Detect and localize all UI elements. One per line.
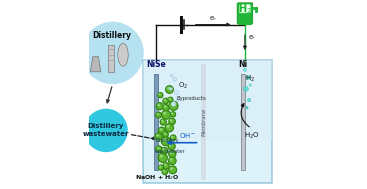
Circle shape [169, 98, 170, 99]
Circle shape [170, 152, 172, 153]
Circle shape [168, 157, 176, 164]
Circle shape [172, 136, 173, 137]
Circle shape [157, 147, 159, 149]
Polygon shape [90, 57, 101, 72]
Bar [143, 60, 272, 140]
Circle shape [158, 104, 159, 106]
Circle shape [169, 101, 178, 110]
Text: wastewater: wastewater [83, 131, 129, 137]
Circle shape [164, 106, 166, 107]
Text: Byproducts: Byproducts [177, 96, 206, 101]
Bar [109, 45, 114, 72]
Circle shape [163, 163, 169, 169]
Bar [241, 74, 245, 170]
Circle shape [170, 144, 171, 146]
Circle shape [160, 119, 166, 125]
FancyBboxPatch shape [240, 5, 250, 13]
Circle shape [157, 135, 159, 136]
Circle shape [163, 149, 164, 150]
Circle shape [171, 168, 172, 169]
Text: NiSe: NiSe [146, 60, 166, 69]
Circle shape [158, 153, 167, 162]
Text: wastewater: wastewater [155, 149, 186, 154]
Circle shape [169, 87, 172, 90]
Circle shape [243, 68, 246, 71]
Circle shape [163, 98, 168, 104]
Circle shape [156, 146, 162, 152]
Circle shape [162, 169, 167, 175]
Text: e-: e- [249, 34, 255, 40]
Circle shape [165, 124, 174, 132]
Circle shape [170, 135, 176, 141]
Circle shape [243, 86, 248, 91]
Circle shape [160, 129, 161, 130]
Circle shape [164, 164, 166, 166]
Text: Distillery: Distillery [92, 31, 131, 40]
Ellipse shape [118, 43, 128, 66]
Bar [154, 74, 157, 170]
Circle shape [168, 143, 175, 150]
Circle shape [170, 159, 172, 160]
Text: O$_2$: O$_2$ [178, 81, 189, 91]
Circle shape [84, 109, 128, 152]
Circle shape [246, 76, 250, 79]
Circle shape [246, 106, 248, 109]
Text: e-: e- [210, 15, 217, 21]
Circle shape [247, 98, 251, 102]
Circle shape [249, 84, 251, 86]
Circle shape [157, 114, 159, 115]
Circle shape [167, 87, 169, 89]
Circle shape [156, 112, 161, 118]
Circle shape [163, 139, 166, 141]
Circle shape [163, 170, 165, 172]
Circle shape [81, 22, 144, 84]
Text: H$_2$: H$_2$ [245, 73, 255, 84]
Circle shape [156, 103, 163, 110]
Circle shape [164, 112, 166, 114]
Text: OH$^-$: OH$^-$ [179, 131, 197, 140]
Circle shape [169, 118, 175, 125]
Text: Membrane: Membrane [202, 108, 207, 136]
Circle shape [175, 91, 178, 94]
Circle shape [173, 78, 176, 81]
Circle shape [169, 166, 177, 174]
Circle shape [170, 112, 175, 117]
Text: H$_2$O: H$_2$O [244, 131, 259, 141]
Text: Distillery: Distillery [88, 123, 124, 129]
Bar [200, 64, 206, 180]
Circle shape [167, 125, 169, 127]
Circle shape [172, 113, 173, 114]
Circle shape [161, 147, 168, 154]
Circle shape [161, 137, 170, 146]
Circle shape [163, 132, 168, 137]
Text: NaOH + H$_2$O: NaOH + H$_2$O [135, 173, 179, 181]
Text: Ni: Ni [239, 60, 248, 69]
Circle shape [160, 166, 161, 167]
Circle shape [161, 120, 163, 122]
Circle shape [163, 105, 169, 111]
Circle shape [155, 133, 162, 140]
Circle shape [171, 74, 173, 77]
Circle shape [176, 99, 179, 101]
Circle shape [171, 101, 176, 106]
Circle shape [159, 165, 164, 170]
Circle shape [158, 127, 165, 134]
Bar [143, 60, 272, 183]
Circle shape [168, 97, 173, 102]
Text: H$_2$: H$_2$ [238, 2, 252, 16]
Circle shape [171, 103, 173, 105]
FancyBboxPatch shape [237, 3, 252, 24]
Circle shape [159, 94, 160, 95]
Circle shape [170, 120, 172, 121]
Circle shape [164, 99, 166, 101]
Circle shape [162, 110, 171, 119]
Circle shape [169, 150, 176, 158]
Circle shape [158, 93, 163, 98]
Circle shape [166, 86, 173, 93]
Circle shape [164, 133, 165, 134]
Circle shape [160, 155, 162, 157]
Text: Distillery: Distillery [155, 138, 179, 143]
